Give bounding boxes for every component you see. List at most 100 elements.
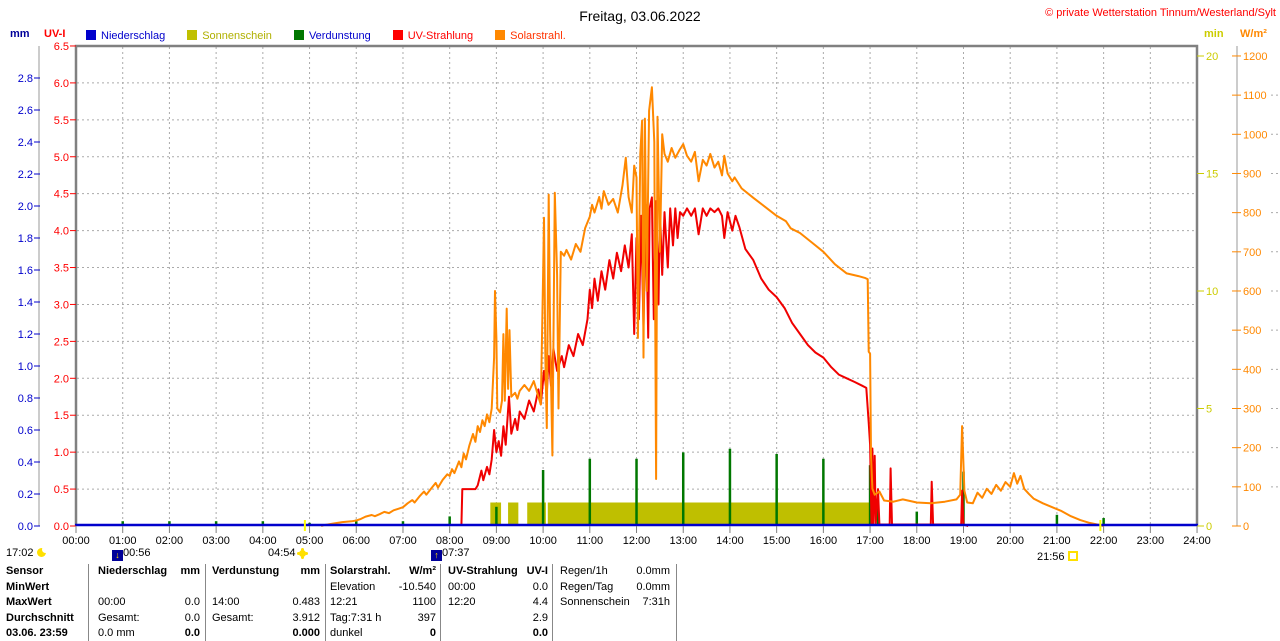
table-col-header: UV-Strahlung xyxy=(448,565,518,577)
legend-item-verdunstung: Verdunstung xyxy=(293,30,371,42)
table-cell-label: Sonnenschein xyxy=(560,596,630,608)
uv-tick-label: 2.0 xyxy=(54,373,69,385)
table-cell-value: 0.0 xyxy=(184,627,200,639)
table-separator xyxy=(676,564,677,641)
uv-curve xyxy=(460,196,969,527)
mm-tick-label: 0.2 xyxy=(18,489,33,501)
hour-label: 00:00 xyxy=(62,535,90,547)
legend: Niederschlag Sonnenschein Verdunstung UV-St… xyxy=(86,30,588,44)
moon-set-time: 00:56 xyxy=(123,547,151,559)
min-tick-label: 10 xyxy=(1206,286,1218,298)
hour-label: 22:00 xyxy=(1090,535,1118,547)
table-row-label: Sensor xyxy=(6,565,44,577)
hour-label: 21:00 xyxy=(1043,535,1071,547)
hour-label: 23:00 xyxy=(1137,535,1165,547)
table-cell-label: Elevation xyxy=(330,580,376,593)
min-tick-label: 5 xyxy=(1206,404,1212,416)
hour-label: 16:00 xyxy=(810,535,838,547)
table-cell-value: 0.0 xyxy=(184,611,200,624)
table-col-header: Niederschlag xyxy=(98,565,168,577)
mm-tick-label: 2.6 xyxy=(18,105,33,117)
table-separator xyxy=(440,564,441,641)
table-col-unit: 0.0mm xyxy=(636,565,670,577)
table-separator xyxy=(325,564,326,641)
mm-tick-label: 0.0 xyxy=(18,521,33,533)
moon-evening-time: 17:02 xyxy=(6,547,34,559)
legend-label: UV-Strahlung xyxy=(407,30,474,42)
mm-tick-label: 2.8 xyxy=(18,73,33,85)
table-row-label: 03.06. 23:59 xyxy=(6,627,68,639)
mm-tick-label: 0.8 xyxy=(18,393,33,405)
table-col-unit: W/m² xyxy=(409,565,436,577)
uv-tick-label: 1.0 xyxy=(54,447,69,459)
hour-label: 08:00 xyxy=(436,535,464,547)
hour-label: 01:00 xyxy=(109,535,137,547)
axis-unit-mm: mm xyxy=(10,28,30,40)
legend-item-sonnenschein: Sonnenschein xyxy=(187,30,272,42)
stats-table: Sensor MinWert MaxWert Durchschnitt 03.06. 2… xyxy=(0,562,700,641)
hour-label: 05:00 xyxy=(296,535,324,547)
wm2-tick-label: 500 xyxy=(1243,325,1261,337)
table-cell-label: 00:00 xyxy=(98,596,126,608)
sunshine-band xyxy=(508,502,519,524)
uv-tick-label: 0.0 xyxy=(54,521,69,533)
legend-label: Sonnenschein xyxy=(202,30,272,42)
sunset-sun-icon xyxy=(1067,551,1078,561)
uv-tick-label: 5.5 xyxy=(54,115,69,127)
legend-item-solarstrahl: Solarstrahl. xyxy=(495,30,566,42)
moon-set-arrow-icon: ↓ xyxy=(112,550,123,561)
mm-tick-label: 2.4 xyxy=(18,137,33,149)
table-cell-value: 397 xyxy=(417,611,436,624)
table-separator xyxy=(552,564,553,641)
uv-tick-label: 6.0 xyxy=(54,78,69,90)
hour-label: 12:00 xyxy=(623,535,651,547)
hour-label: 03:00 xyxy=(202,535,230,547)
hour-label: 20:00 xyxy=(996,535,1024,547)
sunset-time: 21:56 xyxy=(1037,551,1065,563)
wm2-tick-label: 1200 xyxy=(1243,51,1267,63)
table-col-unit: mm xyxy=(180,565,200,577)
hour-label: 18:00 xyxy=(903,535,931,547)
table-cell-label: 12:20 xyxy=(448,596,476,608)
uv-tick-label: 4.0 xyxy=(54,226,69,238)
legend-swatch-icon xyxy=(495,30,506,40)
wm2-tick-label: 600 xyxy=(1243,286,1261,298)
table-cell-value: 2.9 xyxy=(532,611,548,624)
table-separator xyxy=(205,564,206,641)
wm2-tick-label: 400 xyxy=(1243,364,1261,376)
legend-swatch-icon xyxy=(86,30,96,40)
uv-tick-label: 6.5 xyxy=(54,41,69,53)
min-tick-label: 15 xyxy=(1206,169,1218,181)
table-cell-label: Regen/Tag xyxy=(560,580,614,593)
station-copyright: © private Wetterstation Tinnum/Westerlan… xyxy=(1045,7,1276,19)
mm-tick-label: 1.6 xyxy=(18,265,33,277)
table-separator xyxy=(88,564,89,641)
legend-label: Niederschlag xyxy=(101,30,166,42)
table-cell-value: 0 xyxy=(429,627,436,639)
hour-label: 11:00 xyxy=(576,535,603,547)
mm-tick-label: 2.0 xyxy=(18,201,33,213)
hour-label: 09:00 xyxy=(483,535,511,547)
table-cell-label: Gesamt: xyxy=(98,611,140,624)
uv-tick-label: 0.5 xyxy=(54,484,69,496)
hour-label: 06:00 xyxy=(342,535,370,547)
legend-swatch-icon xyxy=(293,30,304,40)
table-cell-value: 0.0mm xyxy=(636,580,670,593)
wm2-tick-label: 1100 xyxy=(1243,90,1267,102)
min-tick-label: 0 xyxy=(1206,521,1212,533)
uv-tick-label: 3.5 xyxy=(54,263,69,275)
table-col-unit: mm xyxy=(300,565,320,577)
table-cell-label: Gesamt: xyxy=(212,611,254,624)
hour-label: 14:00 xyxy=(716,535,744,547)
table-row-label: MinWert xyxy=(6,580,50,593)
table-cell-label: 00:00 xyxy=(448,580,476,593)
table-row-label: MaxWert xyxy=(6,596,52,608)
sunshine-band xyxy=(527,502,546,524)
uv-tick-label: 1.5 xyxy=(54,410,69,422)
table-cell-value: 0.000 xyxy=(292,627,320,639)
hour-label: 24:00 xyxy=(1183,535,1211,547)
uv-tick-label: 4.5 xyxy=(54,189,69,201)
wm2-tick-label: 800 xyxy=(1243,208,1261,220)
legend-item-uvstrahlung: UV-Strahlung xyxy=(392,30,474,42)
